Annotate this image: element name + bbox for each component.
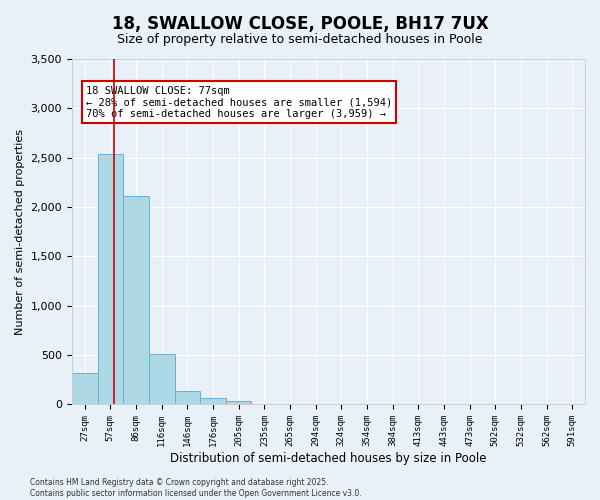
Y-axis label: Number of semi-detached properties: Number of semi-detached properties bbox=[15, 128, 25, 334]
Text: 18, SWALLOW CLOSE, POOLE, BH17 7UX: 18, SWALLOW CLOSE, POOLE, BH17 7UX bbox=[112, 15, 488, 33]
Bar bbox=[123, 196, 149, 404]
Bar bbox=[175, 390, 200, 404]
Bar bbox=[72, 373, 98, 404]
Text: Size of property relative to semi-detached houses in Poole: Size of property relative to semi-detach… bbox=[117, 32, 483, 46]
Bar bbox=[226, 401, 251, 404]
Bar bbox=[149, 354, 175, 405]
Bar bbox=[98, 154, 123, 405]
Text: 18 SWALLOW CLOSE: 77sqm
← 28% of semi-detached houses are smaller (1,594)
70% of: 18 SWALLOW CLOSE: 77sqm ← 28% of semi-de… bbox=[86, 86, 392, 119]
Text: Contains HM Land Registry data © Crown copyright and database right 2025.
Contai: Contains HM Land Registry data © Crown c… bbox=[30, 478, 362, 498]
X-axis label: Distribution of semi-detached houses by size in Poole: Distribution of semi-detached houses by … bbox=[170, 452, 487, 465]
Bar bbox=[200, 398, 226, 404]
